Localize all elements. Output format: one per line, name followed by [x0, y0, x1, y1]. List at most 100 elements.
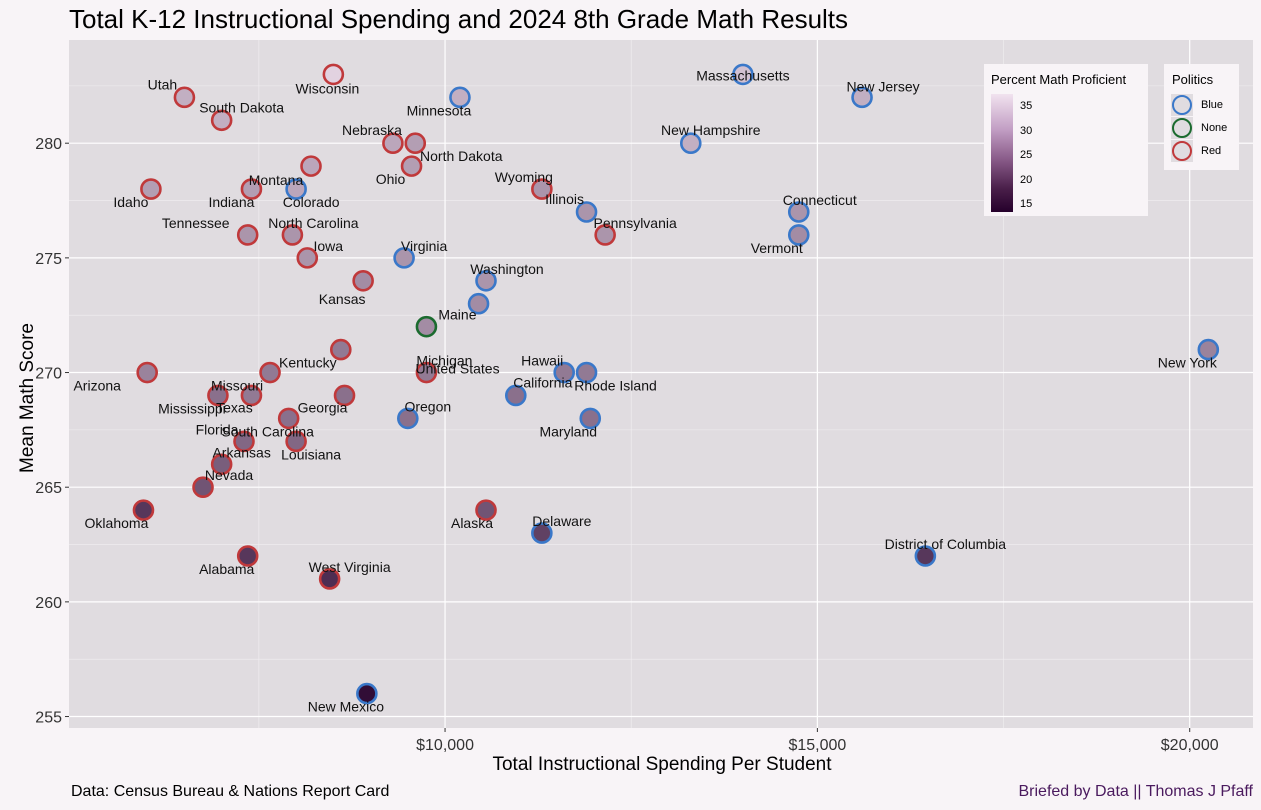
point-label: South Dakota — [199, 99, 284, 115]
point-label: Oklahoma — [85, 515, 149, 531]
y-tick-label: 270 — [35, 366, 62, 383]
point-label: California — [513, 374, 572, 390]
point-label: Tennessee — [162, 215, 230, 231]
data-point — [400, 155, 423, 177]
x-axis-title: Total Instructional Spending Per Student — [492, 754, 832, 775]
data-point — [173, 86, 196, 109]
data-point — [192, 476, 214, 499]
fill-legend-gradient — [991, 94, 1013, 212]
legend-key-blue — [1171, 94, 1193, 116]
point-label: Iowa — [314, 238, 344, 254]
point-label: North Carolina — [268, 215, 358, 231]
x-tick-label: $10,000 — [416, 737, 474, 754]
data-point — [296, 247, 319, 269]
data-point — [449, 86, 471, 109]
data-point — [475, 499, 497, 521]
legend-label-red: Red — [1201, 145, 1222, 157]
point-label: Washington — [470, 261, 543, 277]
data-point — [531, 178, 553, 200]
y-tick-label: 260 — [35, 595, 62, 612]
point-label: Maryland — [539, 423, 597, 439]
fill-legend-tick: 35 — [1020, 100, 1033, 112]
data-point — [333, 384, 356, 407]
data-point — [415, 315, 438, 338]
point-label: Mississippi — [158, 400, 226, 416]
point-label: New Hampshire — [661, 122, 761, 138]
data-point — [318, 568, 341, 590]
author-caption: Briefed by Data || Thomas J Pfaff — [1018, 783, 1254, 800]
point-label: Nevada — [205, 467, 253, 483]
legend-key-red — [1171, 140, 1193, 162]
data-point — [132, 499, 155, 521]
data-point — [277, 407, 300, 430]
point-label: Kentucky — [279, 355, 337, 371]
data-point — [467, 292, 490, 315]
data-point — [404, 132, 427, 154]
point-label: South Carolina — [221, 423, 314, 439]
point-label: Colorado — [283, 194, 340, 210]
data-point — [914, 545, 937, 567]
data-point — [1197, 338, 1220, 361]
point-label: Vermont — [751, 240, 803, 256]
politics-legend-title: Politics — [1172, 72, 1214, 87]
point-label: Wisconsin — [295, 80, 359, 96]
point-label: Delaware — [532, 513, 591, 529]
data-point — [300, 155, 322, 177]
point-label: Montana — [249, 172, 304, 188]
data-point — [575, 201, 598, 223]
data-point — [236, 545, 259, 567]
data-point — [415, 361, 438, 384]
y-tick-label: 280 — [35, 136, 62, 153]
point-label: New Jersey — [846, 78, 919, 94]
x-tick-label: $20,000 — [1161, 737, 1219, 754]
point-label: Michigan — [416, 353, 472, 369]
data-point — [787, 224, 810, 246]
point-label: West Virginia — [309, 559, 391, 575]
data-point — [281, 224, 304, 246]
point-label: Louisiana — [281, 446, 341, 462]
fill-legend: Percent Math Proficient 35 30 25 20 15 — [984, 64, 1148, 216]
point-label: Florida — [196, 421, 239, 437]
point-label: Arizona — [73, 378, 121, 394]
data-point — [393, 247, 415, 269]
point-label: New York — [1158, 355, 1218, 371]
data-point — [575, 361, 598, 384]
point-label: Alabama — [199, 561, 254, 577]
data-point — [240, 178, 263, 200]
fill-legend-tick: 20 — [1020, 174, 1033, 186]
data-point — [259, 361, 281, 384]
point-label: Hawaii — [521, 353, 563, 369]
data-point — [140, 178, 162, 200]
data-point — [356, 682, 378, 705]
point-label: Wyoming — [495, 169, 553, 185]
data-point — [851, 86, 873, 109]
fill-legend-tick: 25 — [1020, 149, 1033, 161]
data-point — [285, 430, 307, 453]
point-label: Ohio — [376, 171, 406, 187]
point-label: Texas — [216, 399, 253, 415]
data-point — [210, 453, 233, 476]
point-label: North Dakota — [420, 148, 503, 164]
data-point — [285, 178, 307, 200]
point-label: Virginia — [401, 238, 448, 254]
data-point — [210, 109, 233, 132]
point-label: Kansas — [319, 291, 366, 307]
data-point — [504, 384, 527, 407]
data-point — [207, 384, 229, 407]
y-tick-label: 265 — [35, 480, 62, 497]
point-label: Illinois — [545, 191, 584, 207]
point-label: United States — [416, 361, 500, 377]
data-point — [553, 361, 575, 384]
point-label: Alaska — [451, 515, 493, 531]
point-label: New Mexico — [308, 699, 384, 715]
point-label: Georgia — [298, 399, 348, 415]
point-label: Nebraska — [342, 122, 402, 138]
data-point — [475, 269, 497, 292]
point-label: Connecticut — [783, 192, 857, 208]
data-point — [579, 407, 602, 430]
point-label: Maine — [438, 307, 476, 323]
legend-key-none — [1171, 117, 1193, 139]
point-label: District of Columbia — [885, 536, 1007, 552]
fill-legend-title: Percent Math Proficient — [991, 72, 1127, 87]
data-point — [397, 407, 419, 430]
